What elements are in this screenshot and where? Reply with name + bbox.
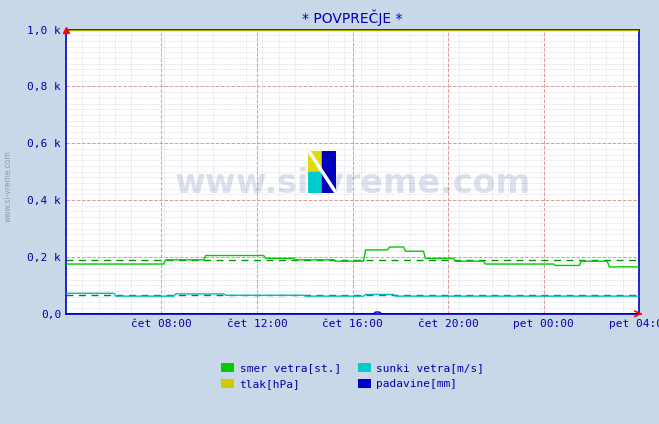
Polygon shape: [308, 151, 322, 172]
Legend: smer vetra[st.], tlak[hPa], sunki vetra[m/s], padavine[mm]: smer vetra[st.], tlak[hPa], sunki vetra[…: [216, 358, 489, 393]
Polygon shape: [308, 172, 322, 193]
Polygon shape: [322, 151, 336, 193]
Text: www.si-vreme.com: www.si-vreme.com: [4, 151, 13, 223]
Text: www.si-vreme.com: www.si-vreme.com: [175, 167, 530, 200]
Title: * POVPREČJE *: * POVPREČJE *: [302, 9, 403, 26]
